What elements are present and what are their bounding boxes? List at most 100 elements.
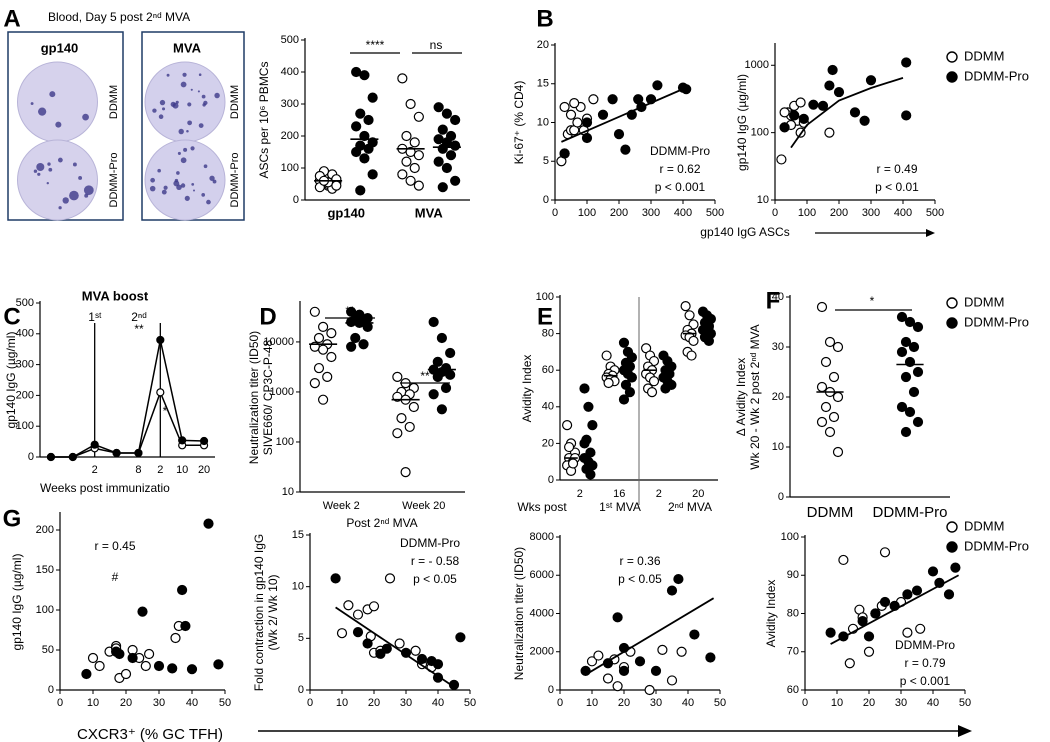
data-point: [779, 107, 790, 118]
spot: [62, 197, 69, 204]
y-tick-label: 10: [292, 581, 304, 593]
annotation: p < 0.001: [900, 674, 951, 688]
spot: [38, 107, 47, 116]
x-tick-label: 0: [772, 207, 778, 219]
annotation: p < 0.05: [413, 572, 457, 586]
data-point: [559, 148, 570, 159]
well-label: DDMM: [108, 85, 120, 119]
x-tick-label: 400: [894, 207, 912, 219]
data-point: [844, 658, 855, 669]
data-point: [879, 547, 891, 558]
data-point: [392, 371, 403, 382]
x-tick-label: 0: [307, 697, 313, 709]
y-axis-label: Ki-67⁺ (% CD4): [512, 81, 526, 165]
y-tick-label: 150: [36, 564, 54, 576]
spot: [37, 172, 41, 176]
data-point: [134, 448, 143, 458]
data-point: [140, 660, 151, 672]
y-tick-label: 60: [787, 684, 799, 696]
data-point: [824, 336, 836, 348]
data-point: [624, 387, 636, 398]
y-axis-label: (Wk 2/ Wk 10): [266, 574, 280, 650]
data-point: [900, 336, 912, 348]
spot: [203, 100, 208, 106]
spot: [201, 193, 206, 197]
x-tick-label: 10: [87, 697, 99, 709]
data-point: [445, 150, 457, 161]
data-point: [607, 94, 618, 105]
x-tick-label: 20: [120, 697, 132, 709]
data-point: [400, 466, 411, 478]
data-point: [408, 401, 419, 413]
y-tick-label: 500: [16, 297, 34, 309]
y-tick-label: 50: [42, 644, 54, 656]
y-tick-label: 5: [298, 632, 304, 644]
x-tick-label: 300: [862, 207, 880, 219]
data-point: [612, 612, 623, 623]
spot: [162, 107, 166, 111]
well: [17, 61, 98, 143]
y-tick-label: 8000: [530, 531, 554, 543]
x-tick-label: 0: [552, 207, 558, 219]
data-point: [593, 650, 604, 661]
data-point: [857, 616, 868, 627]
data-point: [352, 627, 364, 638]
data-point: [409, 162, 420, 174]
data-point: [904, 406, 916, 418]
y-tick-label: 0: [548, 684, 554, 696]
data-point: [646, 387, 658, 398]
y-tick-label: 10: [757, 194, 769, 206]
spot: [161, 189, 167, 195]
data-point: [331, 180, 342, 191]
data-point: [902, 589, 913, 600]
data-point: [326, 351, 337, 363]
data-point: [359, 153, 370, 164]
data-point: [313, 332, 325, 344]
fit-line: [335, 606, 455, 688]
y-tick-label: 400: [16, 328, 34, 340]
data-point: [144, 648, 155, 660]
legend-marker: [946, 521, 958, 533]
x-tick-label: 20: [692, 488, 704, 500]
data-point: [585, 469, 596, 480]
data-point: [177, 584, 188, 596]
data-point: [127, 652, 138, 664]
data-point: [776, 154, 787, 165]
data-point: [684, 310, 695, 321]
fit-line: [830, 574, 960, 645]
x-tick-label: 10: [176, 464, 188, 476]
data-point: [583, 401, 594, 412]
data-point: [912, 366, 924, 378]
y-tick-label: 100: [16, 420, 34, 432]
data-point: [114, 648, 125, 660]
annotation: 2ⁿᵈ MVA: [668, 500, 712, 514]
data-point: [355, 185, 366, 196]
x-tick-label: 10: [831, 697, 843, 709]
data-point: [849, 107, 861, 118]
data-point: [676, 646, 687, 657]
y-tick-label: 40: [772, 291, 784, 303]
spot: [30, 102, 34, 105]
spot: [72, 162, 77, 167]
spot: [173, 180, 180, 187]
data-point: [351, 66, 362, 78]
data-point: [368, 601, 380, 612]
data-point: [186, 664, 198, 675]
spot: [198, 73, 202, 76]
annotation: DDMM-Pro: [400, 536, 460, 550]
data-point: [562, 420, 573, 431]
data-point: [705, 652, 716, 663]
x-axis-label: gp140 IgG ASCs: [700, 225, 789, 239]
data-point: [400, 647, 412, 658]
annotation: r = 0.49: [876, 162, 917, 176]
y-tick-label: 500: [281, 34, 299, 46]
data-point: [394, 638, 405, 649]
data-point: [795, 97, 806, 108]
spot: [180, 157, 187, 164]
data-point: [686, 350, 697, 361]
annotation: ****: [366, 38, 385, 52]
data-point: [838, 554, 849, 566]
data-point: [912, 416, 924, 428]
x-tick-label: 500: [706, 207, 724, 219]
data-point: [428, 389, 439, 400]
